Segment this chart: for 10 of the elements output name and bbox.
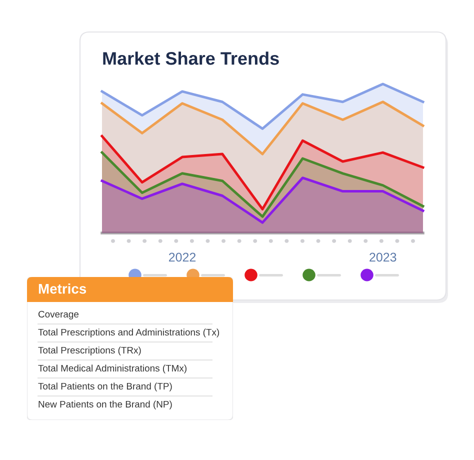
text: Total Medical Administrations (TMx) bbox=[38, 364, 186, 374]
text: New Patients on the Brand (NP) bbox=[38, 400, 172, 410]
chart-title: Market Share Trends bbox=[103, 52, 279, 65]
text: Total Prescriptions and Administrations (Tx) bbox=[38, 328, 220, 338]
text: Total Prescriptions (TRx) bbox=[38, 346, 141, 356]
text: Coverage bbox=[38, 310, 79, 320]
text: Total Patients on the Brand (TP) bbox=[38, 382, 172, 392]
text: Metrics bbox=[38, 284, 86, 294]
x-tick-label: 2022 bbox=[168, 252, 196, 262]
x-tick-label: 2023 bbox=[370, 252, 396, 262]
